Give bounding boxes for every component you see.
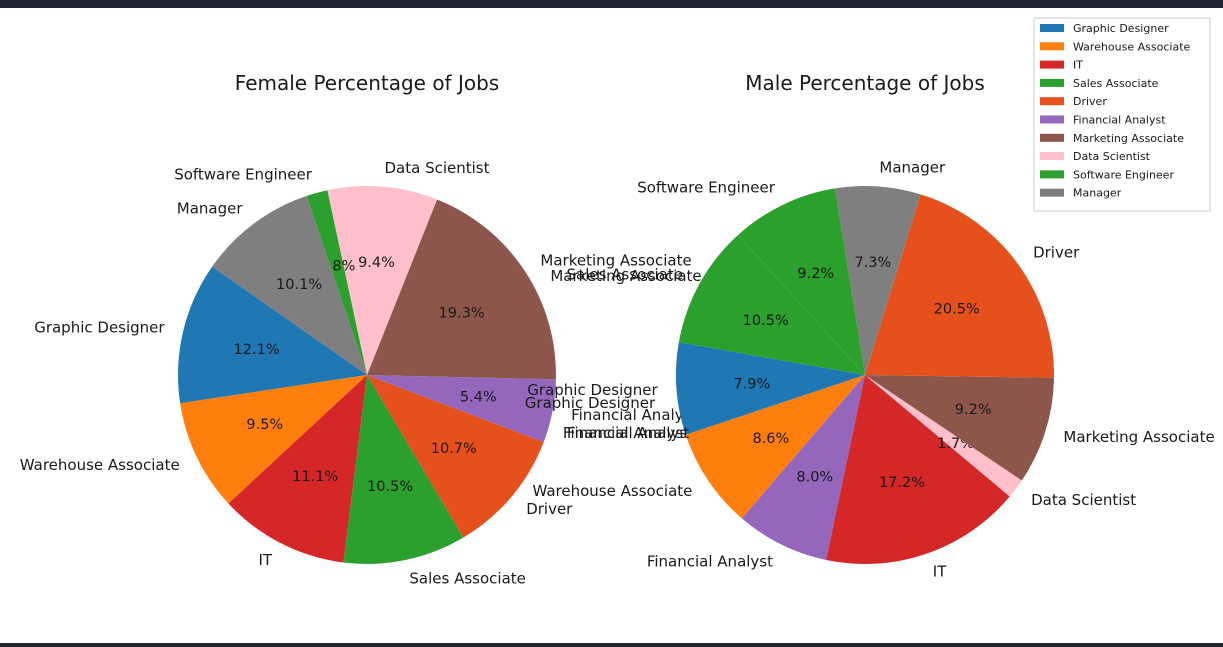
pie-slice-marketing-associate [865, 375, 1054, 481]
slice-label-warehouse-associate: Warehouse Associate [20, 456, 180, 474]
legend-swatch-driver [1040, 97, 1064, 106]
legend-label-sales-associate: Sales Associate [1073, 77, 1159, 90]
male-chart-title: Male Percentage of Jobs [745, 71, 984, 95]
pie-slice-graphic-designer [178, 266, 367, 404]
legend-label-warehouse-associate: Warehouse Associate [1073, 40, 1191, 53]
slice-label-data-scientist: Data Scientist [385, 159, 490, 177]
slice-label-graphic-designer: Graphic Designer [527, 381, 658, 399]
slice-label-driver: Driver [526, 500, 573, 518]
slice-label-it: IT [259, 551, 273, 569]
slice-percent-warehouse-associate: 8.6% [752, 431, 789, 447]
slice-label-driver: Driver [1033, 244, 1080, 262]
pie-slice-financial-analyst [367, 375, 556, 443]
slice-percent-graphic-designer: 12.1% [234, 342, 280, 358]
slice-percent-driver: 20.5% [934, 301, 980, 317]
legend-swatch-sales-associate [1040, 78, 1064, 87]
slice-label-software-engineer: Software Engineer [637, 179, 776, 197]
slice-percent-warehouse-associate: 9.5% [246, 417, 283, 433]
pie-slice-sales-associate [678, 235, 865, 375]
overlapping-label-marketing-associate: Marketing Associate [550, 267, 701, 285]
pie-slice-software-engineer [306, 190, 367, 375]
pie-slice-marketing-associate [367, 199, 556, 380]
slice-label-financial-analyst: Financial Analyst [571, 406, 697, 424]
slice-percent-financial-analyst: 5.4% [460, 390, 497, 406]
pie-slice-data-scientist [865, 375, 1022, 497]
pie-slice-graphic-designer [675, 342, 865, 435]
legend-label-data-scientist: Data Scientist [1073, 150, 1151, 163]
legend-label-financial-analyst: Financial Analyst [1073, 114, 1166, 127]
pie-slice-sales-associate [343, 375, 464, 565]
slice-label-graphic-designer: Graphic Designer [34, 319, 165, 337]
pie-slice-warehouse-associate [685, 375, 865, 519]
legend-label-software-engineer: Software Engineer [1073, 168, 1174, 181]
legend-swatch-it [1040, 60, 1064, 69]
slice-label-marketing-associate: Marketing Associate [1063, 428, 1214, 446]
slice-label-sales-associate: Sales Associate [409, 570, 525, 588]
figure-canvas: Female Percentage of Jobs Graphic Design… [0, 8, 1223, 643]
legend-swatch-marketing-associate [1040, 133, 1064, 142]
legend-label-marketing-associate: Marketing Associate [1073, 132, 1184, 145]
legend-label-manager: Manager [1073, 187, 1122, 200]
overlapping-label-financial-analyst: Financial Analyst [563, 424, 689, 442]
pie-slice-manager [212, 195, 367, 375]
female-chart-title: Female Percentage of Jobs [235, 71, 499, 95]
slice-percent-manager: 10.1% [276, 277, 322, 293]
slice-percent-software-engineer: 9.2% [797, 266, 834, 282]
legend-label-graphic-designer: Graphic Designer [1073, 22, 1169, 35]
slice-label-manager: Manager [177, 200, 244, 218]
male-pie-chart: Male Percentage of Jobs Graphic Designer… [527, 71, 1214, 581]
overlapping-label-graphic-designer: Graphic Designer [525, 394, 656, 412]
pie-slice-it [826, 375, 1010, 565]
slice-percent-manager: 7.3% [854, 255, 891, 271]
slice-percent-driver: 10.7% [431, 441, 477, 457]
slice-label-software-engineer: Software Engineer [174, 166, 313, 184]
legend-label-it: IT [1073, 59, 1083, 72]
legend-swatch-manager [1040, 188, 1064, 197]
slice-percent-marketing-associate: 9.2% [955, 402, 992, 418]
legend-swatch-graphic-designer [1040, 24, 1064, 32]
legend-swatch-warehouse-associate [1040, 42, 1064, 51]
slice-percent-it: 11.1% [292, 469, 338, 485]
slice-label-sales-associate: Sales Associate [567, 266, 683, 284]
pie-charts-figure: Female Percentage of Jobs Graphic Design… [20, 17, 1215, 588]
slice-label-manager: Manager [879, 159, 946, 177]
pie-slice-warehouse-associate [180, 375, 367, 504]
slice-label-data-scientist: Data Scientist [1031, 491, 1136, 509]
slice-percent-data-scientist: 9.4% [358, 255, 395, 271]
pie-slice-it [228, 375, 367, 563]
pie-slice-data-scientist [327, 185, 438, 375]
pie-slice-driver [865, 194, 1054, 378]
legend-swatch-software-engineer [1040, 170, 1064, 179]
legend-swatch-financial-analyst [1040, 115, 1064, 124]
slice-percent-marketing-associate: 19.3% [439, 306, 485, 322]
slice-percent-sales-associate: 10.5% [743, 313, 789, 329]
pie-slice-driver [367, 375, 544, 538]
legend-label-driver: Driver [1073, 95, 1107, 108]
slice-percent-sales-associate: 10.5% [367, 479, 413, 495]
slice-label-it: IT [933, 563, 947, 581]
pie-slice-software-engineer [737, 188, 865, 375]
legend-swatch-data-scientist [1040, 152, 1064, 161]
chart-legend: Graphic Designer Warehouse Associate IT Sal… [1033, 17, 1211, 212]
slice-label-warehouse-associate: Warehouse Associate [532, 482, 692, 500]
slice-percent-graphic-designer: 7.9% [733, 376, 770, 392]
pie-slice-financial-analyst [741, 375, 865, 560]
female-pie-chart: Female Percentage of Jobs Graphic Design… [20, 71, 698, 588]
slice-percent-it: 17.2% [879, 475, 925, 491]
slice-label-marketing-associate: Marketing Associate [540, 251, 691, 269]
slice-percent-financial-analyst: 8.0% [796, 470, 833, 486]
overlapping-label-financial-analyst: Financial Analyst [567, 424, 693, 442]
slice-label-financial-analyst: Financial Analyst [647, 552, 773, 570]
pie-slice-manager [834, 186, 921, 375]
